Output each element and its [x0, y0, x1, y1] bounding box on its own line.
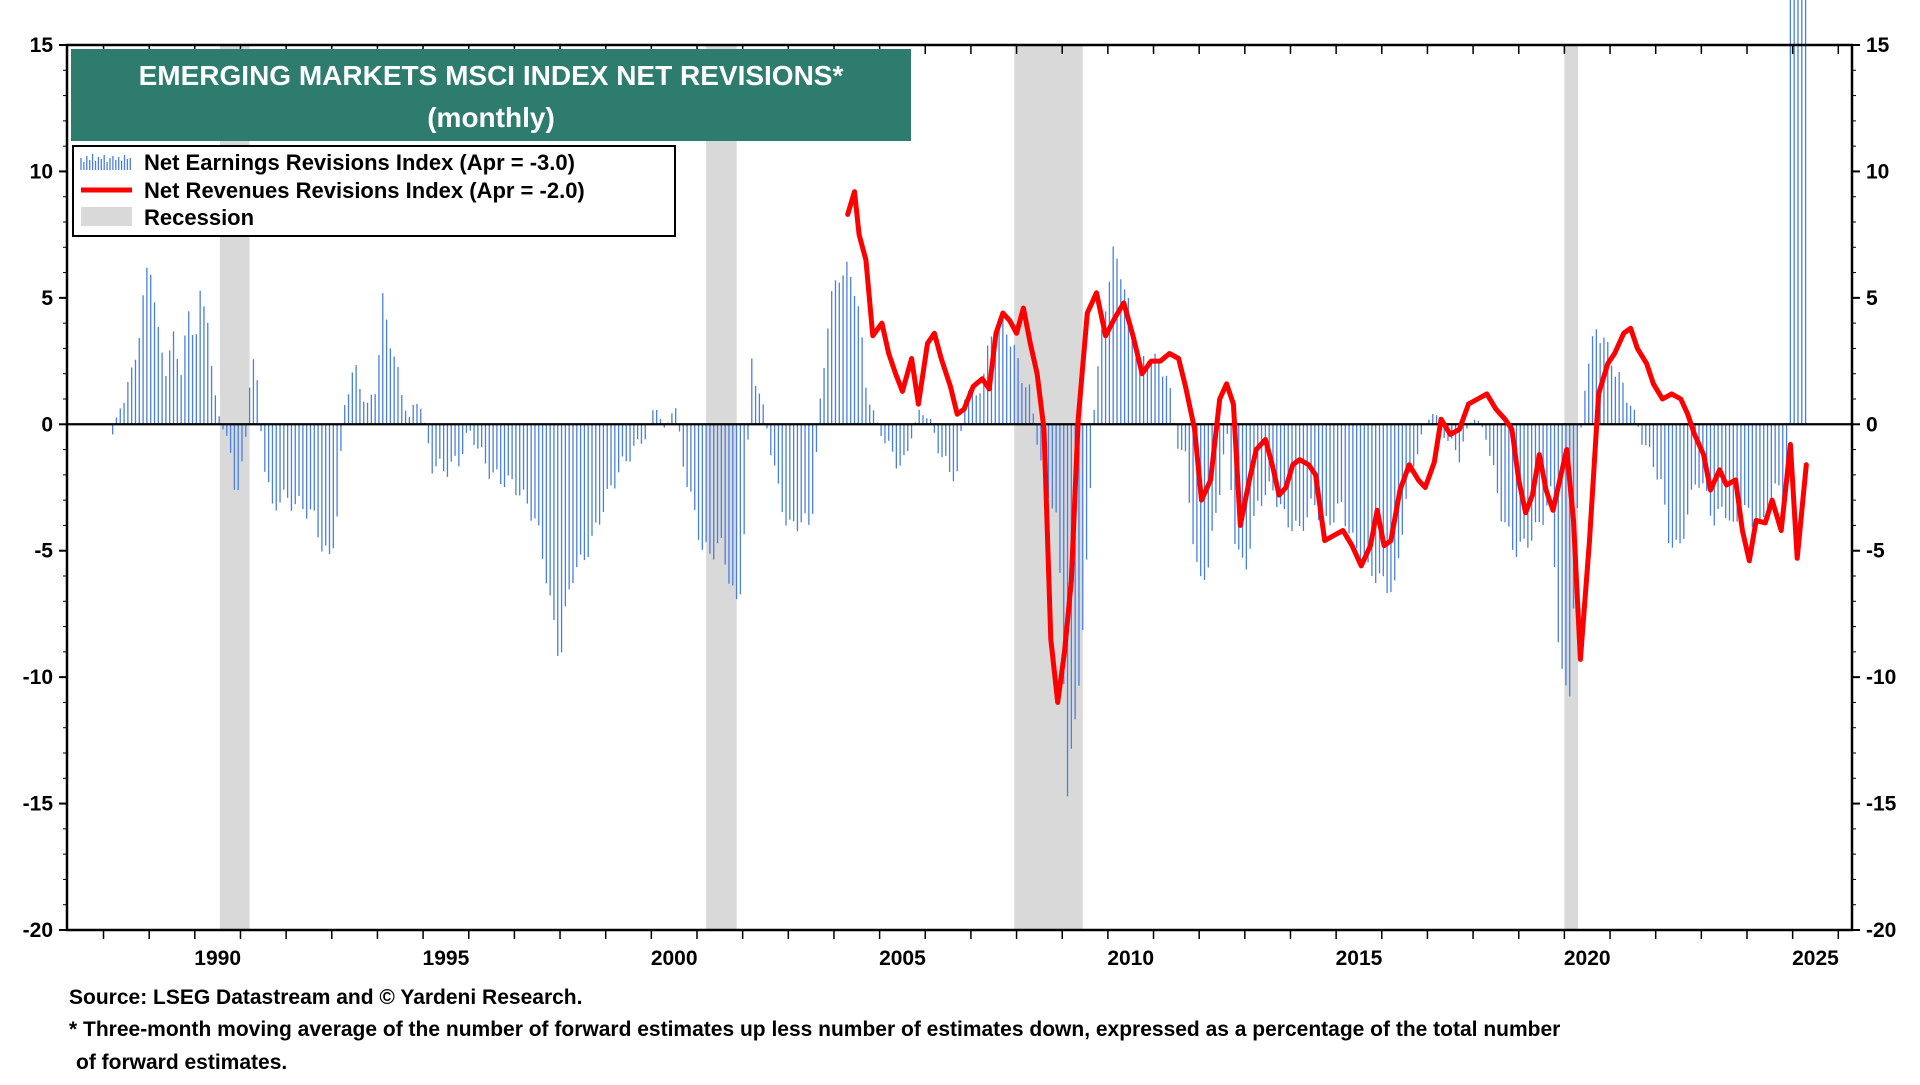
- legend-label-recession: Recession: [144, 205, 254, 230]
- y-tick-label-left: -5: [34, 540, 53, 563]
- y-tick-label-right: 10: [1866, 160, 1889, 183]
- title-box: EMERGING MARKETS MSCI INDEX NET REVISION…: [71, 49, 911, 141]
- y-tick-label-left: -15: [23, 793, 54, 816]
- legend-label-revenues: Net Revenues Revisions Index (Apr = -2.0…: [144, 178, 585, 203]
- y-tick-label-left: 15: [30, 34, 54, 57]
- y-tick-label-left: -10: [23, 666, 53, 689]
- x-tick-label: 2025: [1792, 947, 1839, 970]
- legend-swatch-earnings: [80, 154, 131, 170]
- footnote-line1: * Three-month moving average of the numb…: [69, 1018, 1560, 1041]
- y-ticks: 15 15 10 10 5 5 0 0 -5 -5 -10 -10 -15 -15 -20 -20: [23, 34, 1897, 942]
- legend-swatch-recession: [81, 207, 132, 226]
- y-tick-label-right: -10: [1866, 666, 1896, 689]
- revenues-line: [845, 189, 1809, 705]
- y-tick-label-right: 5: [1866, 287, 1878, 310]
- earnings-bars: [112, 0, 1807, 797]
- x-tick-label: 2015: [1336, 947, 1383, 970]
- chart-subtitle: (monthly): [427, 102, 555, 133]
- y-tick-label-right: -15: [1866, 793, 1897, 816]
- y-tick-label-left: -20: [23, 919, 53, 942]
- legend-box: [72, 145, 676, 237]
- y-tick-label-right: -20: [1866, 919, 1896, 942]
- y-tick-label-right: -5: [1866, 540, 1885, 563]
- y-tick-label-left: 5: [41, 287, 53, 310]
- footnote-line2: of forward estimates.: [76, 1051, 287, 1074]
- title-background: [71, 49, 911, 141]
- legend: Net Earnings Revisions Index (Apr = -3.0…: [72, 145, 676, 237]
- y-tick-label-right: 15: [1866, 34, 1890, 57]
- y-tick-label-left: 10: [30, 160, 53, 183]
- x-tick-label: 1990: [194, 947, 241, 970]
- plot-border: [65, 43, 1854, 932]
- x-tick-label: 2000: [651, 947, 698, 970]
- legend-label-earnings: Net Earnings Revisions Index (Apr = -3.0…: [144, 150, 575, 175]
- x-tick-label: 1995: [423, 947, 470, 970]
- x-ticks: 1990 1995 2000 2005 2010 2015 2020 2025: [102, 45, 1839, 970]
- y-tick-label-left: 0: [41, 413, 53, 436]
- x-tick-label: 2020: [1564, 947, 1611, 970]
- revenues-line-layer: [845, 189, 1809, 705]
- footnote-source: Source: LSEG Datastream and © Yardeni Re…: [69, 986, 582, 1009]
- y-tick-label-right: 0: [1866, 413, 1878, 436]
- x-tick-label: 2010: [1107, 947, 1154, 970]
- chart-title: EMERGING MARKETS MSCI INDEX NET REVISION…: [139, 60, 844, 91]
- x-tick-label: 2005: [879, 947, 926, 970]
